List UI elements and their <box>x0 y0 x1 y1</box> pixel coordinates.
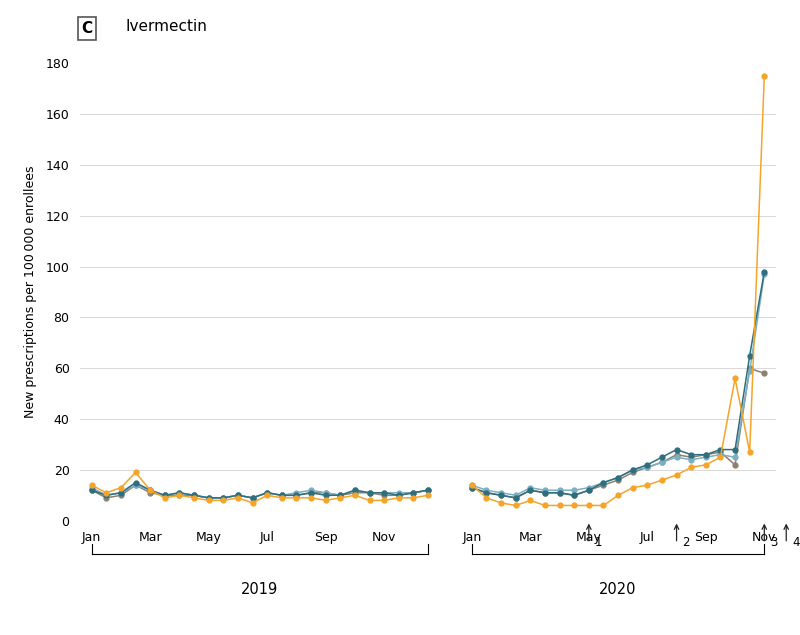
Y-axis label: New prescriptions per 100 000 enrollees: New prescriptions per 100 000 enrollees <box>24 166 38 418</box>
Text: 2019: 2019 <box>242 582 278 597</box>
Text: 2020: 2020 <box>599 582 637 597</box>
Text: 3: 3 <box>770 536 778 549</box>
Text: 1: 1 <box>594 536 602 549</box>
Text: 4: 4 <box>792 536 799 549</box>
Text: 2: 2 <box>682 536 690 549</box>
Text: Ivermectin: Ivermectin <box>126 19 207 34</box>
Text: C: C <box>82 21 93 36</box>
